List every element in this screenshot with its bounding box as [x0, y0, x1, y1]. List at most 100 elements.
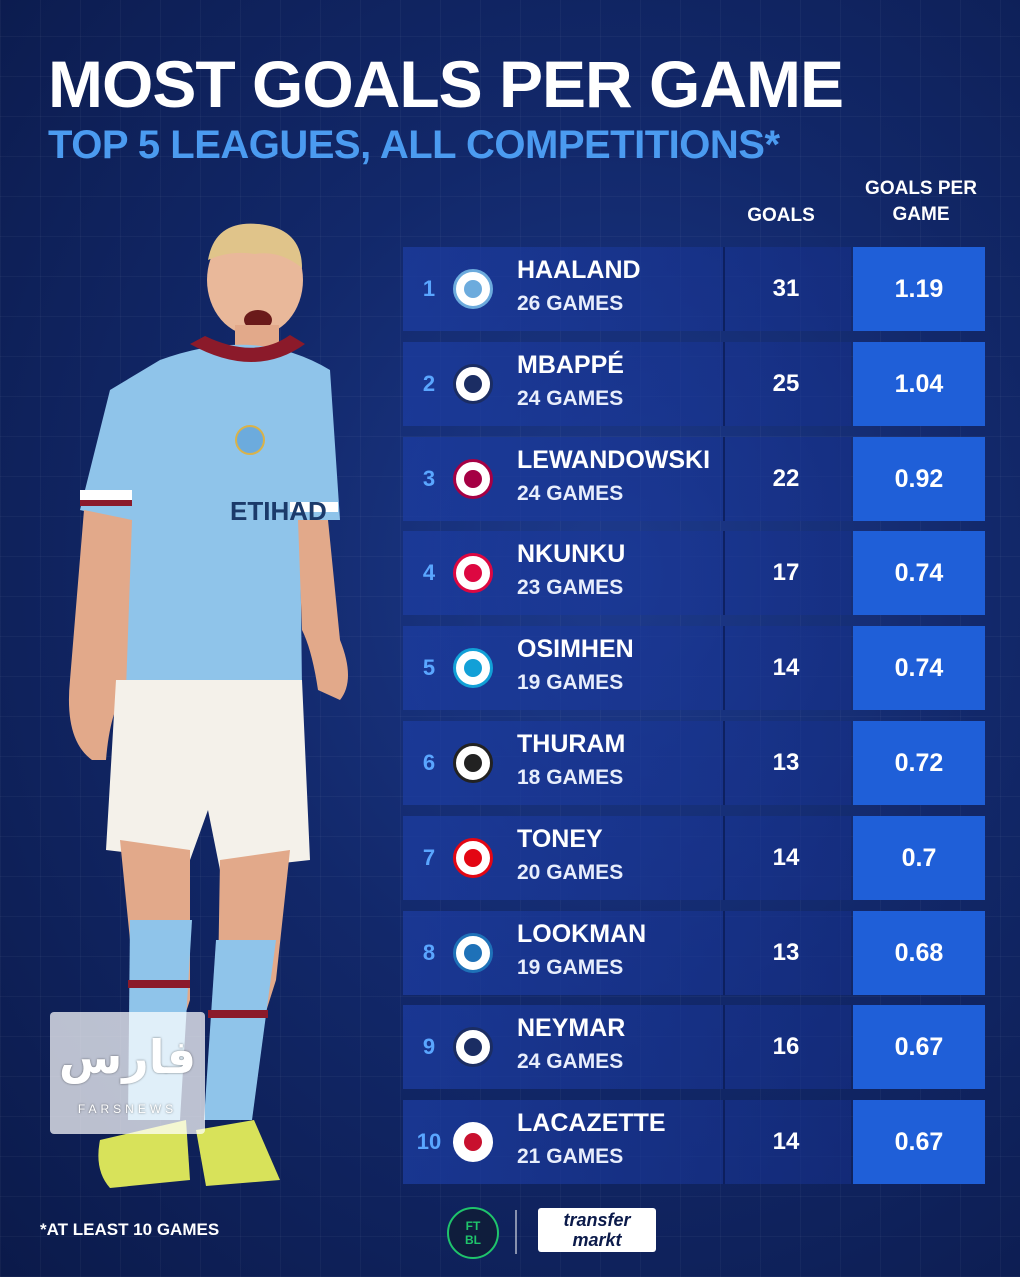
- goals-per-game-value: 0.74: [853, 531, 985, 615]
- goals-value: 17: [772, 559, 800, 586]
- rank-number: 9: [422, 1034, 436, 1059]
- rank-number: 6: [422, 750, 436, 775]
- rank-number: 10: [416, 1129, 442, 1154]
- player-games: 18 GAMES: [517, 766, 624, 789]
- page-title: MOST GOALS PER GAME: [48, 47, 844, 121]
- row-divider: [723, 437, 725, 521]
- goals-value: 14: [772, 844, 800, 871]
- row-divider: [723, 531, 725, 615]
- rank-number: 8: [422, 940, 436, 965]
- ftbl-logo: FT BL: [447, 1207, 499, 1259]
- crest-center: [464, 470, 482, 488]
- rb-leipzig-crest-icon: [453, 553, 493, 593]
- ftbl-logo-top-text: FT: [465, 1219, 481, 1233]
- player-games: 21 GAMES: [517, 1145, 624, 1168]
- player-name: LACAZETTE: [517, 1109, 666, 1137]
- rank-number: 2: [422, 371, 436, 396]
- table-row: 2 MBAPPÉ 24 GAMES 25 1.04: [403, 342, 985, 426]
- crest-center: [464, 944, 482, 962]
- goals-per-game-value: 1.19: [853, 247, 985, 331]
- goals-value: 13: [772, 939, 800, 966]
- crest-center: [464, 280, 482, 298]
- table-row: 5 OSIMHEN 19 GAMES 14 0.74: [403, 626, 985, 710]
- player-games: 24 GAMES: [517, 1050, 624, 1073]
- player-games: 19 GAMES: [517, 956, 624, 979]
- footnote: *AT LEAST 10 GAMES: [40, 1220, 220, 1239]
- goals-per-game-value: 0.67: [853, 1100, 985, 1184]
- crest-center: [464, 1133, 482, 1151]
- goals-per-game-value: 0.74: [853, 626, 985, 710]
- crest-center: [464, 375, 482, 393]
- goals-value: 31: [772, 275, 800, 302]
- barcelona-crest-icon: [453, 459, 493, 499]
- crest-center: [464, 754, 482, 772]
- man-city-crest-icon: [453, 269, 493, 309]
- crest-center: [464, 1038, 482, 1056]
- crest-center: [464, 564, 482, 582]
- player-name: TONEY: [517, 825, 603, 853]
- transfermarkt-logo: transfer markt: [538, 1208, 656, 1252]
- column-header-goals: GOALS: [747, 205, 815, 226]
- goals-per-game-value: 0.92: [853, 437, 985, 521]
- player-games: 24 GAMES: [517, 387, 624, 410]
- watermark-sub-text: FARSNEWS: [77, 1102, 178, 1116]
- goals-value: 25: [772, 370, 800, 397]
- table-row: 3 LEWANDOWSKI 24 GAMES 22 0.92: [403, 437, 985, 521]
- rank-number: 5: [422, 655, 436, 680]
- table-row: 1 HAALAND 26 GAMES 31 1.19: [403, 247, 985, 331]
- goals-per-game-value: 0.72: [853, 721, 985, 805]
- crest-center: [464, 849, 482, 867]
- row-divider: [723, 721, 725, 805]
- transfermarkt-logo-bottom-text: markt: [572, 1230, 622, 1250]
- transfermarkt-logo-top-text: transfer: [563, 1210, 631, 1230]
- goals-per-game-value: 1.04: [853, 342, 985, 426]
- row-divider: [723, 626, 725, 710]
- player-games: 24 GAMES: [517, 482, 624, 505]
- player-name: OSIMHEN: [517, 635, 634, 663]
- table-row: 6 THURAM 18 GAMES 13 0.72: [403, 721, 985, 805]
- lyon-crest-icon: [453, 1122, 493, 1162]
- table-row: 4 NKUNKU 23 GAMES 17 0.74: [403, 531, 985, 615]
- goals-value: 14: [772, 654, 800, 681]
- row-divider: [723, 1005, 725, 1089]
- rank-number: 4: [422, 560, 436, 585]
- crest-center: [464, 659, 482, 677]
- gladbach-crest-icon: [453, 743, 493, 783]
- rank-number: 7: [422, 845, 436, 870]
- player-games: 19 GAMES: [517, 671, 624, 694]
- goals-value: 14: [772, 1128, 800, 1155]
- logo-separator: [515, 1210, 517, 1254]
- rank-number: 3: [422, 466, 436, 491]
- table-row: 10 LACAZETTE 21 GAMES 14 0.67: [403, 1100, 985, 1184]
- player-name: NKUNKU: [517, 540, 626, 568]
- player-name: MBAPPÉ: [517, 351, 624, 379]
- goals-per-game-value: 0.67: [853, 1005, 985, 1089]
- goals-value: 13: [772, 749, 800, 776]
- watermark-main-text: فارس: [58, 1031, 197, 1083]
- psg-crest-icon: [453, 364, 493, 404]
- row-divider: [723, 816, 725, 900]
- atalanta-crest-icon: [453, 933, 493, 973]
- player-games: 20 GAMES: [517, 861, 624, 884]
- player-name: THURAM: [517, 730, 626, 758]
- napoli-crest-icon: [453, 648, 493, 688]
- ftbl-logo-bottom-text: BL: [465, 1233, 481, 1247]
- player-games: 26 GAMES: [517, 292, 624, 315]
- rank-number: 1: [422, 276, 436, 301]
- goals-value: 22: [772, 465, 800, 492]
- table-row: 9 NEYMAR 24 GAMES 16 0.67: [403, 1005, 985, 1089]
- player-name: NEYMAR: [517, 1014, 626, 1042]
- player-name: LOOKMAN: [517, 920, 647, 948]
- table-row: 7 TONEY 20 GAMES 14 0.7: [403, 816, 985, 900]
- goals-value: 16: [772, 1033, 800, 1060]
- psg-crest-icon: [453, 1027, 493, 1067]
- brentford-crest-icon: [453, 838, 493, 878]
- farsnews-watermark: فارس FARSNEWS: [50, 1012, 205, 1134]
- table-row: 8 LOOKMAN 19 GAMES 13 0.68: [403, 911, 985, 995]
- row-divider: [723, 911, 725, 995]
- row-divider: [723, 247, 725, 331]
- goals-per-game-value: 0.68: [853, 911, 985, 995]
- player-name: LEWANDOWSKI: [517, 446, 711, 474]
- player-games: 23 GAMES: [517, 576, 624, 599]
- row-divider: [723, 342, 725, 426]
